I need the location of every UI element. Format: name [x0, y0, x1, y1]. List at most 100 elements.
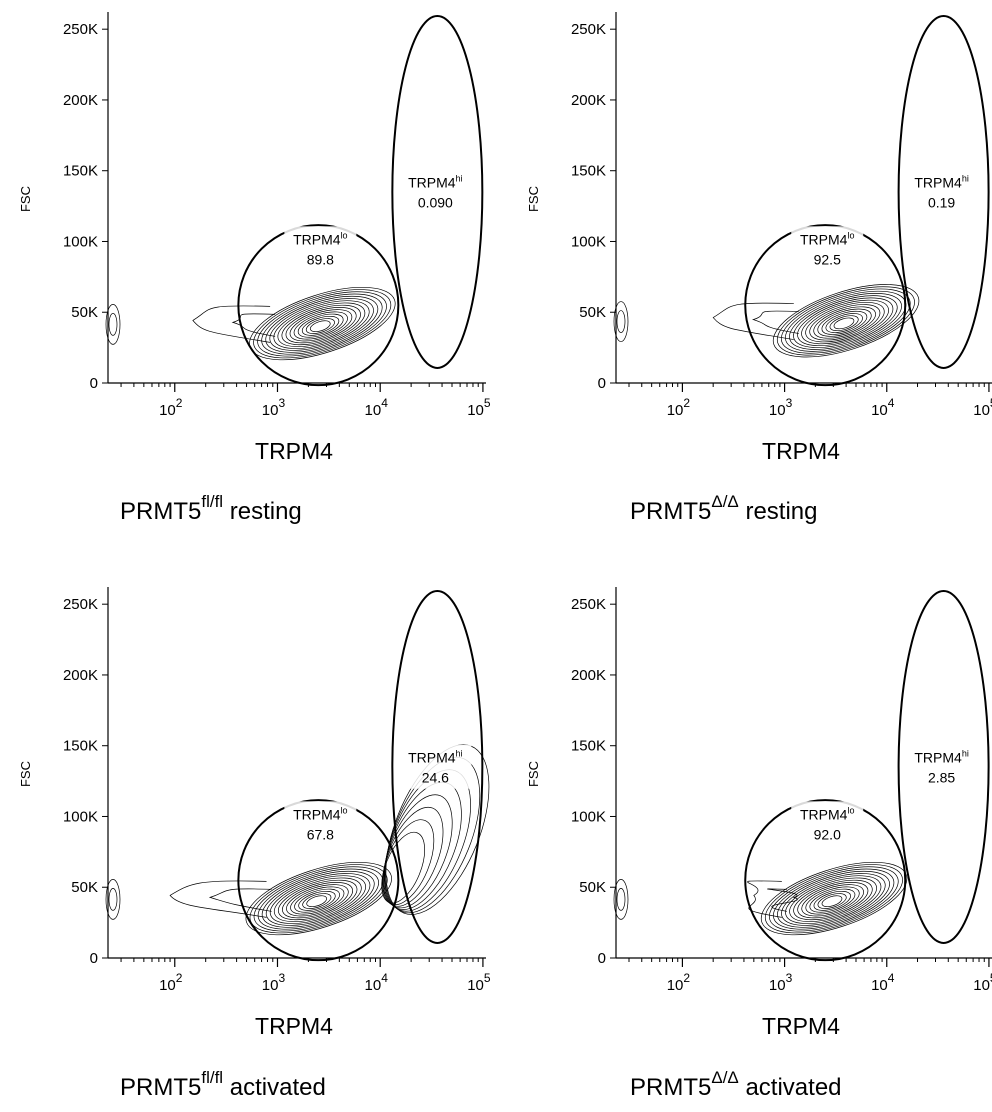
- y-tick-label: 100K: [571, 233, 606, 250]
- contour-level: [821, 895, 843, 908]
- y-tick-label: 200K: [63, 667, 98, 684]
- x-tick-label: 103: [769, 396, 793, 419]
- y-tick-label: 150K: [63, 738, 98, 755]
- y-tick-label: 200K: [571, 92, 606, 109]
- contour-edge: [613, 301, 629, 342]
- y-tick-label: 0: [598, 950, 606, 967]
- y-tick-label: 50K: [71, 304, 98, 321]
- contour-level: [309, 320, 331, 333]
- caption-allele: fl/fl: [201, 1068, 224, 1087]
- y-tick-label: 150K: [571, 163, 606, 180]
- panel-caption: PRMT5fl/fl resting: [120, 493, 302, 526]
- caption-condition: activated: [738, 1074, 842, 1101]
- x-tick-label: 102: [667, 971, 691, 994]
- contour-level: [793, 879, 873, 921]
- contour-level: [789, 877, 877, 923]
- contour-level: [293, 311, 348, 340]
- contour-plot: [105, 286, 396, 361]
- gate-lo-value: 67.8: [307, 826, 334, 842]
- contour-level: [281, 304, 361, 346]
- gate-hi-name: TRPM4hi: [914, 749, 968, 766]
- y-tick-label: 0: [90, 950, 98, 967]
- gate-lo-name: TRPM4lo: [293, 230, 347, 247]
- contour-level: [760, 861, 908, 936]
- contour-level: [298, 890, 336, 911]
- gate-hi: [391, 589, 484, 944]
- contour-edge: [616, 888, 626, 911]
- y-tick-label: 100K: [63, 233, 98, 250]
- contour-level: [286, 884, 349, 917]
- gate-hi-value: 0.090: [418, 195, 453, 211]
- chart-panel-4: 0 50K 100K 150K 200K 250K FSC 102 103 104 105 TRPM4…: [526, 587, 992, 1039]
- contour-level: [833, 317, 855, 330]
- x-axis-label: TRPM4: [255, 1013, 333, 1039]
- contour-level: [805, 301, 885, 343]
- x-axis-label: TRPM4: [762, 1013, 840, 1039]
- contour-level: [817, 308, 872, 337]
- contour-plot: [613, 284, 920, 358]
- contour-level: [265, 873, 371, 926]
- contour-hi-level: [382, 806, 444, 907]
- contour-level: [302, 893, 332, 909]
- x-tick-label: 103: [769, 971, 793, 994]
- contour-edge: [108, 313, 118, 336]
- panel-caption: PRMT5Δ/Δ activated: [630, 1069, 842, 1102]
- caption-condition: resting: [223, 498, 302, 525]
- contour-level: [797, 297, 894, 347]
- contour-level: [773, 868, 895, 930]
- gate-lo-label-bg: [284, 226, 357, 271]
- contour-hi-level: [381, 819, 435, 906]
- contour-plot: [613, 861, 908, 936]
- contour-level: [277, 302, 366, 348]
- caption-genotype: PRMT5: [120, 1074, 202, 1101]
- gate-lo-label-bg: [791, 226, 864, 271]
- gate-lo-label-bg: [284, 801, 357, 846]
- y-tick-label: 0: [90, 375, 98, 392]
- contour-level: [809, 304, 881, 341]
- contour-tail: [192, 305, 271, 343]
- contour-edge: [108, 888, 118, 911]
- x-tick-label: 104: [871, 396, 895, 419]
- contour-tail: [231, 313, 276, 337]
- contour-level: [305, 318, 335, 334]
- contour-level: [809, 888, 856, 913]
- gate-hi-label-bg: [399, 744, 472, 789]
- contour-level: [257, 291, 387, 357]
- gate-hi-name: TRPM4hi: [408, 174, 462, 191]
- caption-allele: fl/fl: [201, 492, 224, 511]
- gate-hi: [897, 14, 990, 369]
- contour-level: [781, 873, 886, 926]
- contour-level: [301, 315, 340, 336]
- gate-lo-value: 92.0: [814, 826, 841, 842]
- caption-genotype: PRMT5: [630, 1074, 712, 1101]
- contour-level: [801, 884, 864, 917]
- x-tick-label: 102: [159, 396, 183, 419]
- contour-level: [265, 295, 379, 353]
- caption-condition: resting: [738, 498, 818, 525]
- gate-hi: [391, 14, 484, 369]
- gate-hi: [897, 589, 990, 944]
- contour-edge: [105, 879, 121, 920]
- contour-level: [789, 293, 902, 350]
- y-tick-label: 100K: [63, 808, 98, 825]
- contour-edge: [616, 310, 626, 333]
- x-tick-label: 105: [467, 971, 491, 994]
- contour-level: [764, 864, 903, 934]
- gate-hi-label-bg: [399, 169, 472, 214]
- gate-lo-label-bg: [791, 801, 864, 846]
- contour-level: [282, 882, 353, 919]
- contour-level: [805, 886, 860, 915]
- panel-caption: PRMT5fl/fl activated: [120, 1069, 326, 1102]
- gate-hi-value: 24.6: [422, 770, 449, 786]
- contour-level: [278, 879, 358, 921]
- contour-level: [297, 313, 344, 338]
- caption-allele: Δ/Δ: [711, 492, 739, 511]
- caption-allele: Δ/Δ: [711, 1068, 739, 1087]
- contour-level: [821, 310, 868, 335]
- contour-level: [257, 868, 379, 930]
- x-tick-label: 103: [262, 971, 286, 994]
- contour-tail: [767, 888, 798, 912]
- contour-level: [290, 886, 345, 915]
- x-tick-label: 103: [262, 396, 286, 419]
- contour-level: [825, 313, 863, 333]
